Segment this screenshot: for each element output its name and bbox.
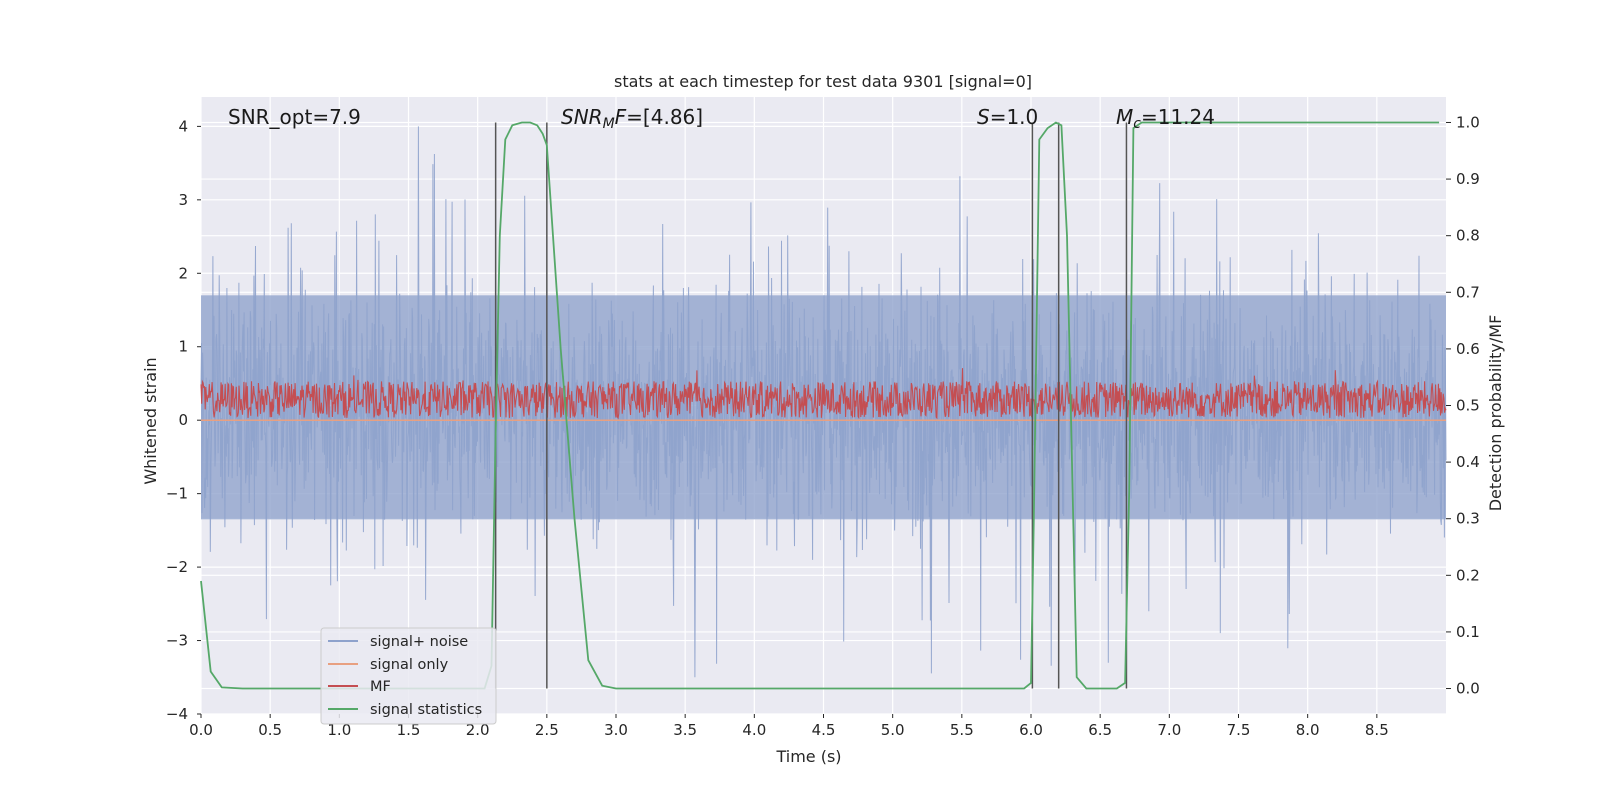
x-tick-label: 6.0: [1019, 721, 1043, 739]
x-tick-label: 5.5: [950, 721, 974, 739]
y-tick-label: 3: [178, 191, 188, 209]
y-right-tick-label: 1.0: [1456, 113, 1480, 131]
y-right-tick-labels: 1.0 0.9 0.8 0.7 0.6 0.5 0.4 0.3 0.2 0.1 0.0: [1446, 113, 1480, 698]
y-right-tick-label: 0.6: [1456, 340, 1480, 358]
annotation-snr-opt: SNR_opt=7.9: [228, 105, 361, 129]
annotation-mc: Mc=11.24: [1116, 105, 1215, 132]
x-tick-label: 5.0: [881, 721, 905, 739]
y-right-tick-label: 0.1: [1456, 623, 1480, 641]
legend: signal+ noise signal only MF signal stat…: [320, 627, 497, 725]
y-tick-label: −1: [166, 485, 188, 503]
y-right-tick-label: 0.2: [1456, 566, 1480, 584]
x-tick-label: 0.5: [258, 721, 282, 739]
x-tick-label: 8.0: [1296, 721, 1320, 739]
y-right-tick-label: 0.0: [1456, 680, 1480, 698]
x-tick-label: 2.5: [535, 721, 559, 739]
y-axis-label: Whitened strain: [141, 357, 160, 484]
x-tick-label: 1.5: [397, 721, 421, 739]
legend-box: [320, 627, 497, 725]
x-tick-label: 1.0: [327, 721, 351, 739]
legend-label-mf: MF: [370, 679, 391, 695]
x-tick-label: 7.5: [1227, 721, 1251, 739]
legend-label-signal-only: signal only: [370, 657, 449, 673]
annotations: SNR_opt=7.9 SNRMF=[4.86] S=1.0 Mc=11.24: [228, 105, 1215, 132]
x-tick-label: 6.5: [1088, 721, 1112, 739]
x-tick-label: 3.0: [604, 721, 628, 739]
y-right-tick-label: 0.9: [1456, 170, 1480, 188]
y-tick-label: 1: [178, 338, 188, 356]
series-signal-noise: [200, 126, 1447, 678]
x-tick-label: 4.0: [742, 721, 766, 739]
y-right-tick-label: 0.7: [1456, 283, 1480, 301]
series-mf: [200, 368, 1447, 420]
y-tick-label: −4: [166, 705, 188, 723]
y-tick-labels: 4 3 2 1 0 −1 −2 −3 −4: [166, 117, 201, 723]
x-tick-label: 2.0: [466, 721, 490, 739]
series-mf-line: [200, 368, 1447, 420]
y-tick-label: 2: [178, 264, 188, 282]
annotation-s: S=1.0: [977, 105, 1038, 129]
y-axis-label-right: Detection probability/MF: [1486, 315, 1505, 512]
chart-title: stats at each timestep for test data 930…: [614, 72, 1032, 91]
y-tick-label: −3: [166, 632, 188, 650]
x-tick-label: 4.5: [812, 721, 836, 739]
y-right-tick-label: 0.8: [1456, 227, 1480, 245]
legend-label-signal-statistics: signal statistics: [370, 702, 482, 718]
annotation-snr-mf: SNRMF=[4.86]: [561, 105, 703, 132]
x-tick-label: 3.5: [673, 721, 697, 739]
x-tick-label: 7.0: [1157, 721, 1181, 739]
y-tick-label: 0: [178, 411, 188, 429]
y-right-tick-label: 0.3: [1456, 510, 1480, 528]
x-tick-labels: 0.0 0.5 1.0 1.5 2.0 2.5 3.0 3.5 4.0 4.5 5.0 5.5 6.0 6…: [189, 714, 1389, 739]
legend-label-signal-noise: signal+ noise: [370, 634, 468, 650]
y-tick-label: −2: [166, 558, 188, 576]
x-tick-label: 8.5: [1365, 721, 1389, 739]
x-tick-label: 0.0: [189, 721, 213, 739]
x-axis-label: Time (s): [775, 747, 841, 766]
y-right-tick-label: 0.4: [1456, 453, 1480, 471]
y-right-tick-label: 0.5: [1456, 397, 1480, 415]
y-tick-label: 4: [178, 117, 188, 135]
